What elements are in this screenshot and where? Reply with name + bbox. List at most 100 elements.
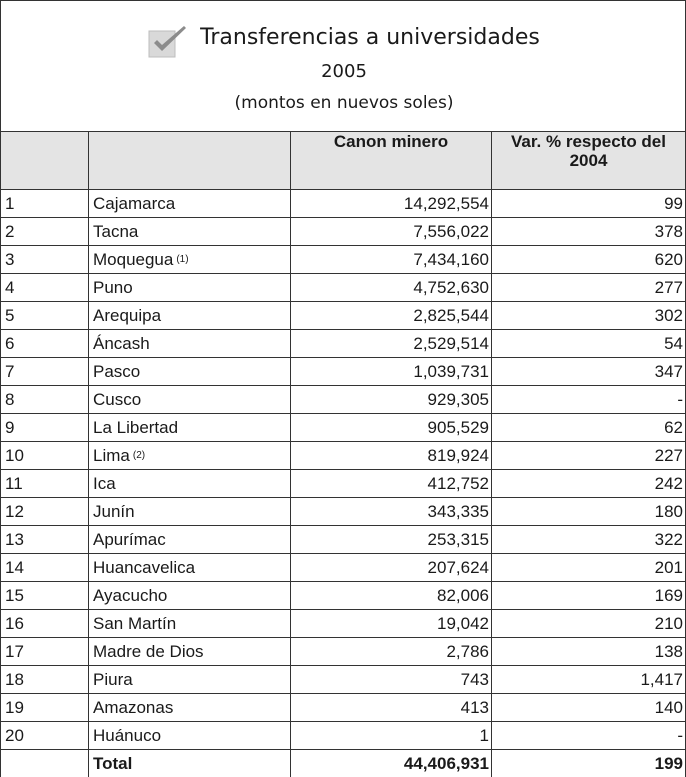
var-cell: 54 [491,329,686,357]
check-icon [148,26,186,58]
rank-cell: 4 [0,273,88,301]
var-cell: 242 [491,469,686,497]
rank-cell: 5 [0,301,88,329]
name: Puno [93,277,133,297]
name-cell: Ayacucho [88,581,290,609]
rank-cell: 1 [0,189,88,217]
rank-cell: 17 [0,637,88,665]
var-cell: 140 [491,693,686,721]
total-var: 199 [491,749,686,777]
var-cell: 347 [491,357,686,385]
name-cell: Puno [88,273,290,301]
name-cell: Junín [88,497,290,525]
var-cell: 210 [491,609,686,637]
name-cell: Cajamarca [88,189,290,217]
name-cell: Arequipa [88,301,290,329]
name-cell: Moquegua (1) [88,245,290,273]
canon-cell: 7,434,160 [290,245,491,273]
name: Huánuco [93,725,162,745]
canon-cell: 343,335 [290,497,491,525]
name-cell: Ica [88,469,290,497]
total-cell [0,749,88,777]
name: La Libertad [93,417,179,437]
name-cell: Huancavelica [88,553,290,581]
var-cell: 1,417 [491,665,686,693]
rank-cell: 9 [0,413,88,441]
name: Huancavelica [93,557,196,577]
var-cell: 277 [491,273,686,301]
var-cell: 180 [491,497,686,525]
canon-cell: 905,529 [290,413,491,441]
title-block: Transferencias a universidades 2005 (mon… [0,0,686,131]
var-cell: 99 [491,189,686,217]
rank-cell: 16 [0,609,88,637]
canon-cell: 929,305 [290,385,491,413]
name: Ayacucho [93,585,168,605]
name: Ica [93,473,116,493]
canon-cell: 819,924 [290,441,491,469]
rank-cell: 12 [0,497,88,525]
name: Cajamarca [93,193,176,213]
rank-cell: 11 [0,469,88,497]
canon-cell: 412,752 [290,469,491,497]
var-cell: - [491,721,686,749]
rank-cell: 15 [0,581,88,609]
name: Pasco [93,361,141,381]
header-cell: Var. % respecto del 2004 [491,131,686,189]
title: Transferencias a universidades [200,25,540,50]
var-cell: 302 [491,301,686,329]
var-cell: 322 [491,525,686,553]
name: Apurímac [93,529,166,549]
var-cell: 378 [491,217,686,245]
name: Arequipa [93,305,162,325]
var-cell: 227 [491,441,686,469]
rank-cell: 20 [0,721,88,749]
var-cell: 201 [491,553,686,581]
canon-cell: 253,315 [290,525,491,553]
canon-cell: 19,042 [290,609,491,637]
var-cell: - [491,385,686,413]
name-cell: Amazonas [88,693,290,721]
footnote-mark: (2) [132,450,146,461]
name-cell: Piura [88,665,290,693]
name-cell: San Martín [88,609,290,637]
canon-cell: 743 [290,665,491,693]
rank-cell: 19 [0,693,88,721]
name-cell: Pasco [88,357,290,385]
rank-cell: 13 [0,525,88,553]
rank-cell: 18 [0,665,88,693]
subtitle: (montos en nuevos soles) [234,93,454,113]
name: Lima [93,445,130,465]
header-cell [88,131,290,189]
header-cell: Canon minero [290,131,491,189]
name: Moquegua [93,249,174,269]
canon-cell: 82,006 [290,581,491,609]
name: Cusco [93,389,142,409]
var-cell: 169 [491,581,686,609]
canon-cell: 1 [290,721,491,749]
canon-cell: 207,624 [290,553,491,581]
rank-cell: 6 [0,329,88,357]
header-cell [0,131,88,189]
name: Junín [93,501,135,521]
rank-cell: 7 [0,357,88,385]
name-cell: La Libertad [88,413,290,441]
var-cell: 138 [491,637,686,665]
canon-cell: 413 [290,693,491,721]
name: Piura [93,669,133,689]
name-cell: Huánuco [88,721,290,749]
total-canon: 44,406,931 [290,749,491,777]
canon-cell: 2,529,514 [290,329,491,357]
var-cell: 620 [491,245,686,273]
name-cell: Madre de Dios [88,637,290,665]
rank-cell: 3 [0,245,88,273]
name: Amazonas [93,697,174,717]
canon-cell: 1,039,731 [290,357,491,385]
var-cell: 62 [491,413,686,441]
name-cell: Lima (2) [88,441,290,469]
rank-cell: 10 [0,441,88,469]
name-cell: Cusco [88,385,290,413]
rank-cell: 2 [0,217,88,245]
rank-cell: 8 [0,385,88,413]
